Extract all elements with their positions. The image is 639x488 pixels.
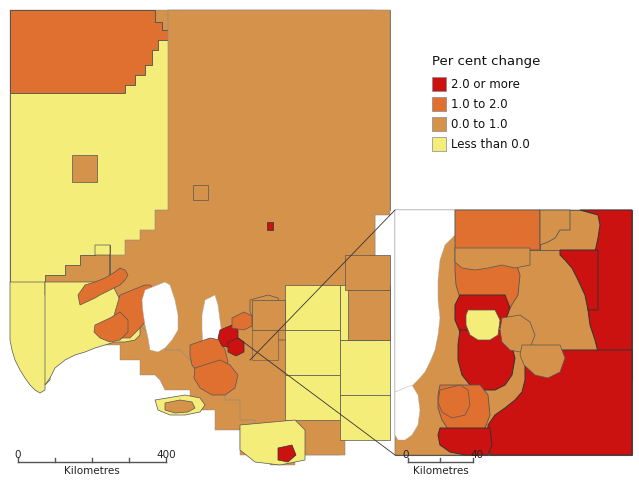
- Polygon shape: [560, 250, 598, 310]
- Polygon shape: [267, 222, 273, 230]
- Polygon shape: [438, 428, 492, 455]
- Polygon shape: [155, 395, 205, 415]
- Polygon shape: [202, 295, 222, 362]
- Polygon shape: [113, 285, 155, 338]
- Polygon shape: [455, 210, 540, 250]
- Bar: [432, 137, 446, 151]
- Polygon shape: [10, 282, 90, 393]
- Polygon shape: [340, 395, 390, 440]
- Polygon shape: [500, 315, 535, 352]
- Polygon shape: [240, 420, 305, 465]
- Bar: [432, 77, 446, 91]
- Polygon shape: [348, 290, 390, 340]
- Polygon shape: [110, 10, 390, 455]
- Bar: [395, 210, 632, 455]
- Polygon shape: [455, 295, 510, 338]
- Polygon shape: [438, 385, 470, 418]
- Text: 0: 0: [15, 450, 21, 460]
- Polygon shape: [455, 255, 520, 318]
- Polygon shape: [193, 185, 208, 200]
- Polygon shape: [10, 10, 390, 465]
- Text: Per cent change: Per cent change: [432, 55, 541, 68]
- Polygon shape: [520, 345, 565, 378]
- Text: Kilometres: Kilometres: [413, 466, 468, 476]
- Polygon shape: [488, 350, 632, 455]
- Text: Kilometres: Kilometres: [64, 466, 120, 476]
- Polygon shape: [232, 312, 252, 330]
- Polygon shape: [395, 385, 420, 440]
- Text: 0: 0: [403, 450, 409, 460]
- Polygon shape: [190, 338, 228, 378]
- Polygon shape: [455, 248, 530, 270]
- Polygon shape: [340, 285, 390, 340]
- Polygon shape: [94, 312, 128, 342]
- Polygon shape: [165, 400, 195, 413]
- Polygon shape: [458, 330, 515, 390]
- Polygon shape: [265, 318, 290, 340]
- Polygon shape: [395, 210, 632, 455]
- Bar: [432, 97, 446, 111]
- Polygon shape: [78, 268, 128, 305]
- Polygon shape: [194, 360, 238, 395]
- Polygon shape: [168, 10, 390, 210]
- Polygon shape: [278, 445, 296, 462]
- Polygon shape: [285, 285, 340, 330]
- Bar: [432, 117, 446, 131]
- Polygon shape: [250, 295, 280, 325]
- Text: Less than 0.0: Less than 0.0: [451, 138, 530, 150]
- Polygon shape: [395, 210, 455, 392]
- Polygon shape: [285, 375, 340, 420]
- Polygon shape: [438, 385, 490, 438]
- Text: 1.0 to 2.0: 1.0 to 2.0: [451, 98, 507, 110]
- Polygon shape: [72, 155, 97, 182]
- Polygon shape: [466, 310, 500, 340]
- Polygon shape: [142, 282, 178, 352]
- Polygon shape: [10, 10, 168, 93]
- Text: 400: 400: [156, 450, 176, 460]
- Polygon shape: [218, 325, 238, 348]
- Polygon shape: [252, 330, 278, 360]
- Polygon shape: [455, 210, 540, 270]
- Polygon shape: [540, 210, 570, 245]
- Polygon shape: [345, 255, 390, 290]
- Polygon shape: [540, 210, 632, 250]
- Text: 0.0 to 1.0: 0.0 to 1.0: [451, 118, 507, 130]
- Text: 40: 40: [470, 450, 484, 460]
- Polygon shape: [285, 330, 340, 375]
- Polygon shape: [580, 210, 632, 380]
- Text: 2.0 or more: 2.0 or more: [451, 78, 520, 90]
- Polygon shape: [10, 40, 168, 285]
- Polygon shape: [340, 340, 390, 395]
- Polygon shape: [228, 338, 244, 356]
- Polygon shape: [45, 245, 140, 385]
- Polygon shape: [252, 300, 285, 330]
